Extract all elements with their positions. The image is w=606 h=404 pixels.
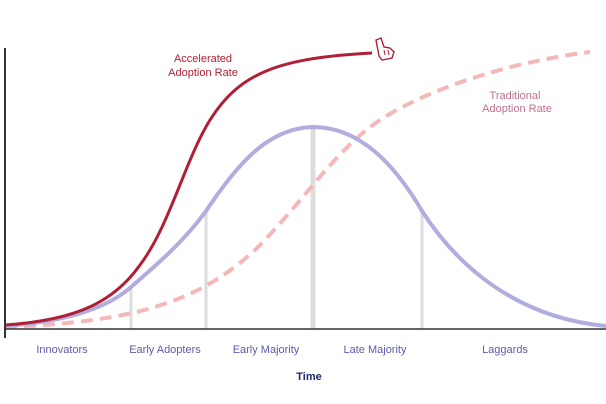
accelerated-label-line1: Accelerated <box>174 53 232 65</box>
accelerated-adoption-curve <box>4 51 373 327</box>
hand-pointer-icon <box>375 37 395 61</box>
segment-label-innovators: Innovators <box>36 344 88 356</box>
segment-label-early-majority: Early Majority <box>233 344 300 356</box>
traditional-label-line1: Traditional <box>490 90 541 102</box>
segment-label-laggards: Laggards <box>482 344 528 356</box>
x-axis-title: Time <box>296 371 321 383</box>
segment-label-late-majority: Late Majority <box>344 344 407 356</box>
bell-curve <box>4 124 606 328</box>
accelerated-label-line2: Adoption Rate <box>168 67 238 79</box>
segment-dividers <box>129 128 424 329</box>
segment-label-early-adopters: Early Adopters <box>129 344 201 356</box>
traditional-label-line2: Adoption Rate <box>482 103 552 115</box>
traditional-adoption-curve <box>4 50 591 329</box>
